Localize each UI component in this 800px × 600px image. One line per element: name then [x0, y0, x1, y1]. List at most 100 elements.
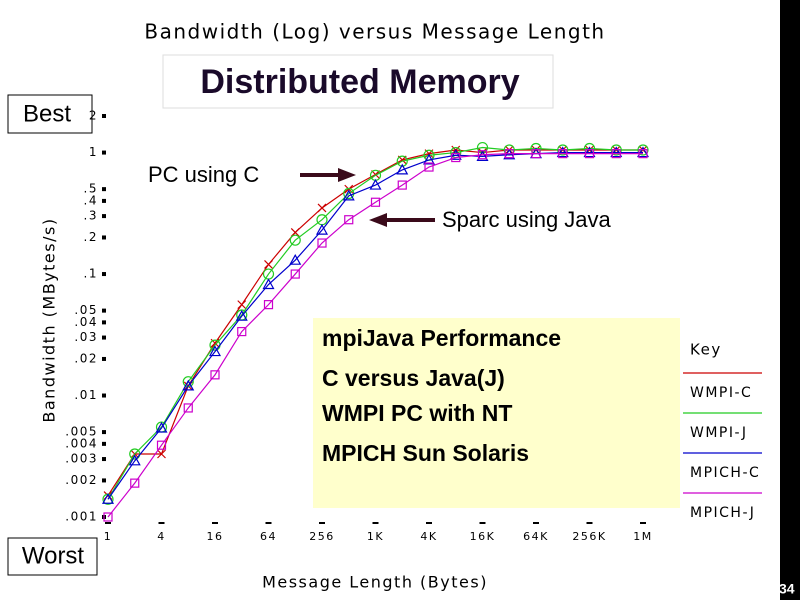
marker: [317, 203, 327, 213]
marker: [103, 512, 113, 522]
y-tick-label: .04: [74, 315, 98, 329]
y-tick-mark: [102, 335, 106, 340]
x-tick-label: 256K: [572, 530, 606, 543]
marker: [636, 146, 650, 158]
marker: [557, 144, 569, 156]
marker: [290, 228, 300, 237]
marker: [637, 144, 649, 156]
best-box: [7, 94, 93, 134]
y-tick-mark: [102, 478, 106, 483]
legend-label: MPICH-C: [690, 465, 760, 481]
marker: [101, 493, 115, 504]
series-line: [107, 146, 643, 500]
y-tick-mark: [102, 114, 106, 118]
y-tick-label: .003: [65, 452, 98, 466]
x-tick-label: 16: [207, 530, 224, 543]
info-line: C versus Java(J): [322, 365, 505, 391]
info-line: MPICH Sun Solaris: [322, 440, 529, 466]
legend-title: Key: [690, 341, 722, 359]
y-tick-label: .01: [74, 388, 98, 402]
marker: [237, 326, 247, 337]
marker: [583, 146, 596, 158]
chart-title: Bandwidth (Log) versus Message Length: [144, 20, 605, 44]
x-tick-label: 1K: [367, 530, 384, 543]
annotation: Worst: [22, 542, 85, 569]
marker: [504, 149, 514, 159]
marker: [611, 149, 621, 159]
marker: [128, 454, 141, 466]
marker: [610, 144, 622, 156]
x-tick-label: 16K: [470, 530, 496, 543]
marker: [289, 234, 301, 246]
series-line: [107, 151, 643, 500]
y-tick-mark: [102, 430, 106, 435]
marker: [290, 269, 300, 279]
marker: [317, 238, 327, 248]
y-tick-label: .3: [84, 209, 98, 223]
y-tick-mark: [102, 150, 106, 155]
marker: [210, 370, 220, 380]
marker: [370, 197, 381, 207]
legend: WMPI-C WMPI-J MPICH-C MPICH-J: [683, 372, 762, 521]
y-tick-mark: [102, 214, 106, 219]
x-tick-label: 64K: [523, 530, 549, 543]
annotation: PC using C: [148, 162, 259, 187]
marker: [556, 146, 569, 158]
marker: [263, 300, 274, 310]
x-tick-label: 4: [157, 530, 166, 543]
marker: [183, 403, 193, 413]
marker: [396, 163, 409, 175]
marker: [396, 155, 408, 167]
marker: [237, 300, 247, 310]
marker: [424, 162, 434, 172]
y-tick-mark: [102, 393, 106, 398]
y-tick-label: .005: [65, 425, 98, 439]
slide-number: 34: [779, 581, 795, 597]
y-tick-mark: [102, 198, 106, 203]
x-tick-label: 64: [260, 530, 277, 543]
marker: [531, 149, 541, 159]
marker: [584, 149, 595, 159]
marker: [342, 189, 355, 201]
x-tick-label: 1: [104, 530, 113, 543]
y-tick-mark: [102, 441, 106, 446]
y-tick-mark: [102, 235, 106, 240]
y-tick-label: .4: [84, 193, 98, 207]
subtitle-box: [162, 54, 554, 109]
marker: [182, 379, 195, 391]
marker: [451, 152, 461, 163]
marker: [476, 150, 489, 161]
y-tick-label: .03: [74, 330, 98, 344]
y-tick-mark: [102, 356, 106, 361]
info-line: WMPI PC with NT: [322, 400, 512, 426]
marker: [344, 215, 354, 225]
y-tick-label: 1: [89, 145, 98, 159]
y-tick-label: 2: [89, 109, 98, 123]
legend-label: WMPI-C: [690, 385, 752, 401]
subtitle: Distributed Memory: [200, 63, 519, 101]
info-line: mpiJava Performance: [322, 325, 561, 351]
marker: [638, 149, 648, 159]
annotation: Best: [23, 100, 71, 127]
y-tick-label: .004: [65, 436, 98, 450]
marker: [610, 146, 623, 158]
marker: [369, 178, 382, 190]
y-tick-mark: [102, 272, 106, 277]
marker: [264, 260, 273, 269]
y-tick-label: .002: [65, 473, 98, 487]
marker: [235, 309, 248, 321]
x-tick-label: 1M: [633, 530, 653, 543]
arrow: [300, 168, 356, 182]
side-strip: [780, 0, 800, 600]
y-tick-label: .02: [74, 351, 98, 365]
y-tick-label: .001: [65, 510, 98, 524]
x-tick-label: 256: [309, 530, 335, 543]
y-axis-label: Bandwidth (MBytes/s): [40, 217, 59, 422]
y-tick-label: .1: [84, 267, 98, 281]
series-line: [107, 153, 643, 518]
y-tick-mark: [102, 308, 106, 313]
y-tick-mark: [102, 457, 106, 462]
marker: [130, 478, 140, 488]
marker: [208, 345, 222, 357]
